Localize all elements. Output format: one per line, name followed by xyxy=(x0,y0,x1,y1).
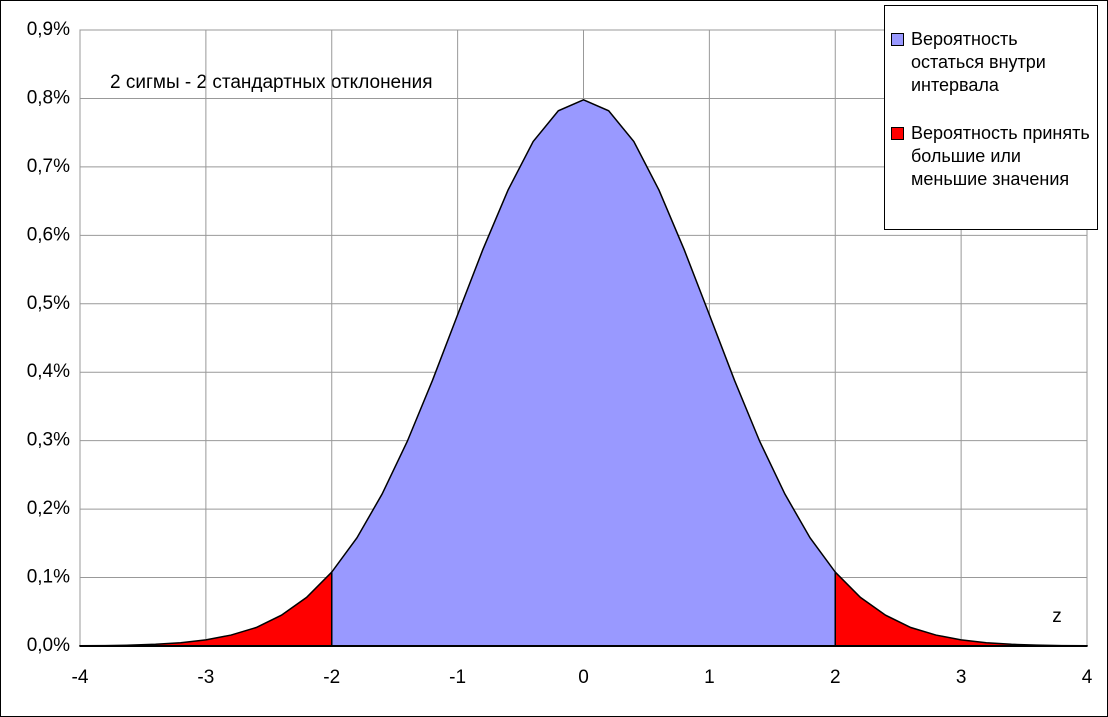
x-tick-label: 4 xyxy=(1082,667,1093,688)
x-tick-label: 2 xyxy=(830,667,841,688)
y-tick-label: 0,0% xyxy=(27,635,70,656)
y-tick-label: 0,4% xyxy=(27,361,70,382)
annotation: 2 сигмы - 2 стандартных отклонения xyxy=(110,72,433,93)
x-tick-label: -2 xyxy=(323,667,340,688)
area xyxy=(331,98,836,647)
y-tick-label: 0,5% xyxy=(27,293,70,314)
x-tick-label: -3 xyxy=(197,667,214,688)
legend-label: Вероятность принять большие или меньшие … xyxy=(911,123,1090,189)
y-tick-label: 0,2% xyxy=(27,498,70,519)
legend-label: Вероятность остаться внутри интервала xyxy=(911,29,1046,95)
x-tick-label: 3 xyxy=(956,667,967,688)
legend-item: Вероятность принять большие или меньшие … xyxy=(891,122,1093,191)
x-tick-label: -1 xyxy=(449,667,466,688)
legend: Вероятность остаться внутри интервала Вер… xyxy=(884,5,1098,230)
y-tick-label: 0,8% xyxy=(27,87,70,108)
legend-swatch xyxy=(891,33,904,46)
y-tick-label: 0,1% xyxy=(27,567,70,588)
x-axis-label: z xyxy=(1052,606,1062,627)
y-tick-label: 0,9% xyxy=(27,19,70,40)
y-tick-label: 0,3% xyxy=(27,430,70,451)
legend-item: Вероятность остаться внутри интервала xyxy=(891,28,1093,97)
x-tick-label: 0 xyxy=(578,667,589,688)
legend-swatch xyxy=(891,127,904,140)
y-tick-label: 0,6% xyxy=(27,224,70,245)
y-tick-label: 0,7% xyxy=(27,156,70,177)
x-tick-label: -4 xyxy=(72,667,89,688)
x-tick-label: 1 xyxy=(704,667,715,688)
